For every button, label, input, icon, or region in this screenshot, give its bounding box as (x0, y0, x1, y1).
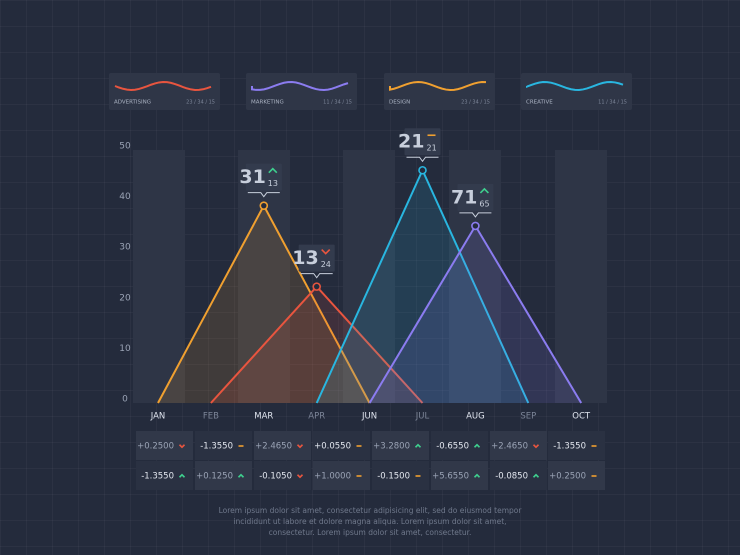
callout-pointer (459, 212, 492, 218)
x-tick-label: SEP (520, 412, 536, 422)
footer-text: consectetur. Lorem ipsum dolor sit amet,… (269, 528, 472, 537)
y-tick-label: 50 (119, 142, 131, 152)
trend-down (296, 474, 304, 479)
callout-box (298, 244, 335, 272)
callout-pointer (406, 156, 439, 163)
legend-sparkline (526, 81, 624, 91)
series-area (210, 286, 423, 403)
y-tick-label: 10 (119, 344, 131, 354)
trend-down (296, 444, 304, 449)
cell-value: -1.3550 (141, 472, 174, 482)
x-tick-label: APR (308, 412, 325, 422)
y-tick-label: 20 (119, 293, 131, 303)
series-area (316, 170, 529, 403)
cell-value: +1.0000 (314, 472, 351, 482)
legend-name: ADVERTISING (114, 100, 151, 106)
callout-sub: 13 (268, 179, 278, 188)
legend-name: DESIGN (389, 100, 410, 106)
peak-marker (471, 221, 480, 231)
legend-name: CREATIVE (526, 100, 553, 106)
cell-value: -0.0850 (495, 472, 528, 482)
callout-main: 71 (451, 186, 477, 208)
trend-up (532, 473, 540, 478)
callout-sub: 65 (479, 199, 489, 208)
footer-text: Lorem ipsum dolor sit amet, consectetur … (219, 506, 523, 515)
trend-up (237, 473, 245, 478)
cell-value: -0.1500 (377, 472, 410, 482)
cell-value: +0.0550 (314, 442, 351, 452)
callout-sub: 21 (427, 144, 437, 153)
callout-pointer (247, 192, 280, 198)
y-tick-label: 40 (119, 192, 131, 202)
callout-main: 31 (239, 166, 265, 188)
x-tick-label: JUN (361, 412, 377, 422)
trend-up (473, 473, 481, 478)
x-tick-label: MAR (254, 412, 273, 422)
series-area (158, 205, 370, 403)
cell-value: +2.4650 (491, 442, 528, 452)
cell-value: -1.3550 (200, 442, 233, 452)
column-band (238, 150, 290, 403)
trend-up (178, 473, 186, 478)
callout-main: 13 (292, 247, 318, 269)
trend-up (479, 187, 489, 194)
cell-value: +0.1250 (196, 472, 233, 482)
cell-value: +5.6550 (432, 472, 469, 482)
trend-up (473, 443, 481, 448)
peak-marker (312, 282, 322, 291)
callout-sub: 24 (321, 260, 331, 269)
cell-value: -0.1050 (259, 472, 292, 482)
callout-box (245, 163, 282, 191)
x-tick-label: OCT (572, 412, 591, 422)
x-tick-label: JUL (415, 412, 430, 422)
x-tick-label: JAN (150, 412, 166, 422)
trend-down (532, 444, 540, 449)
legend-card (246, 73, 357, 110)
legend-card (109, 73, 220, 110)
callout-main: 21 (398, 131, 424, 153)
legend-stats: 23 / 34 / 15 (186, 100, 215, 106)
series-area (369, 225, 582, 403)
legend-sparkline (114, 81, 212, 92)
legend-stats: 23 / 34 / 15 (461, 100, 490, 106)
trend-down (321, 249, 331, 255)
cell-value: +2.4650 (255, 442, 292, 452)
x-tick-label: AUG (466, 412, 485, 422)
cell-value: -1.3550 (553, 442, 586, 452)
cell-value: +0.2500 (549, 472, 586, 482)
trend-up (414, 443, 422, 448)
peak-marker (259, 201, 269, 210)
callout-pointer (300, 273, 333, 279)
trend-up (268, 167, 278, 174)
legend-name: MARKETING (251, 100, 284, 106)
y-tick-label: 30 (119, 243, 131, 253)
x-tick-label: FEB (203, 412, 219, 422)
y-tick-label: 0 (122, 395, 128, 405)
legend-sparkline (251, 81, 349, 91)
peak-marker (418, 165, 427, 175)
legend-stats: 11 / 34 / 15 (598, 100, 627, 106)
callout-box (457, 183, 494, 211)
cell-value: +0.2500 (137, 442, 174, 452)
cell-value: +3.2800 (373, 442, 410, 452)
trend-down (178, 444, 186, 449)
legend-sparkline (389, 80, 487, 91)
column-band (555, 150, 607, 403)
footer-text: incididunt ut labore et dolore magna ali… (233, 517, 506, 526)
legend-stats: 11 / 34 / 15 (323, 100, 352, 106)
cell-value: -0.6550 (436, 442, 469, 452)
column-band (343, 150, 395, 403)
column-band (133, 150, 185, 403)
